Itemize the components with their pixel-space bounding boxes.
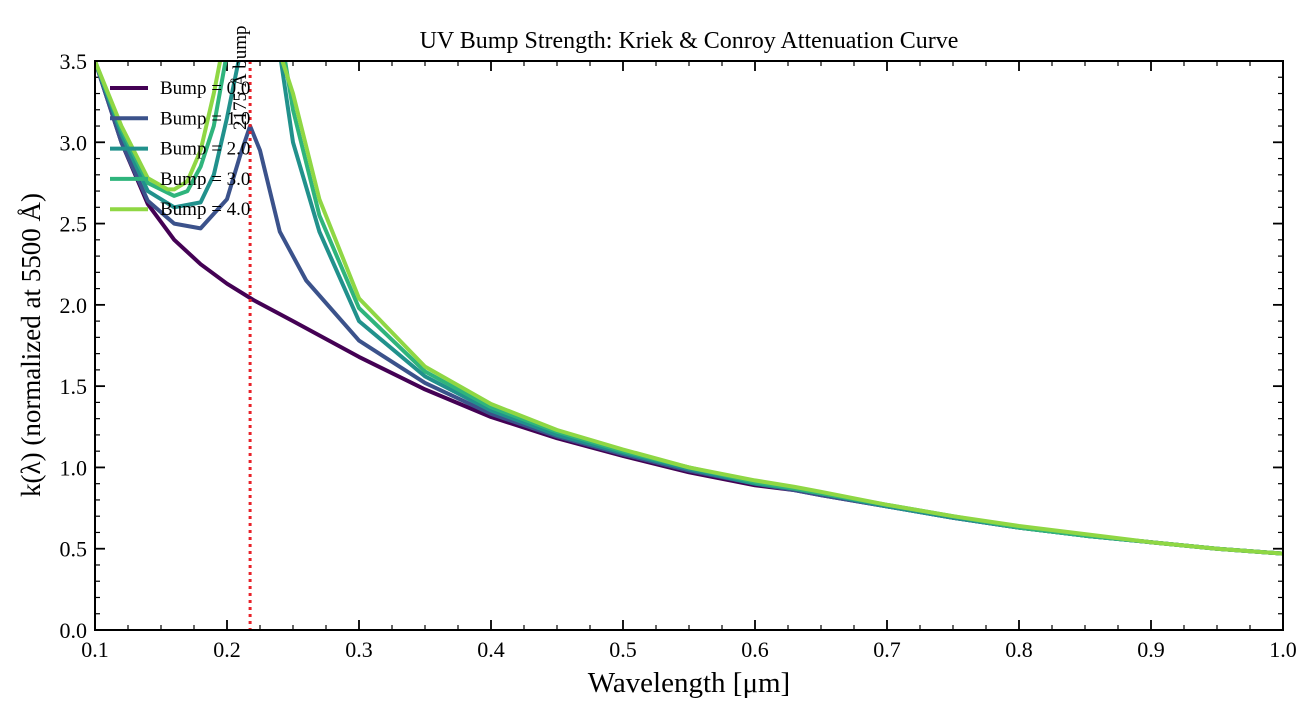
chart-title: UV Bump Strength: Kriek & Conroy Attenua… [420,28,959,54]
legend-label: Bump = 0.0 [160,78,250,99]
legend-label: Bump = 3.0 [160,169,250,190]
x-tick-label: 1.0 [1269,637,1297,662]
plot-frame [94,60,1284,631]
y-tick-label: 3.5 [60,49,88,74]
x-tick-label: 0.2 [213,637,241,662]
x-tick-label: 0.1 [81,637,109,662]
series-lines [95,61,1283,556]
y-tick-labels: 0.0 0.5 1.0 1.5 2.0 2.5 3.0 3.5 [60,49,88,643]
x-tick-label: 0.3 [345,637,373,662]
x-tick-label: 0.6 [741,637,769,662]
series-line [95,61,1283,556]
x-tick-label: 0.9 [1137,637,1165,662]
x-tick-label: 0.7 [873,637,901,662]
series-line [95,61,1283,556]
x-tick-label: 0.4 [477,637,505,662]
y-tick-label: 3.0 [60,130,88,155]
legend-label: Bump = 4.0 [160,199,250,220]
legend: Bump = 0.0 Bump = 1.0 Bump = 2.0 Bump = 3.0… [110,78,250,220]
bump-annotation: 2175 Å bump [230,26,251,131]
x-axis-label: Wavelength [μm] [588,667,790,699]
series-line [95,61,1283,556]
y-tick-label: 0.5 [60,537,88,562]
x-tick-label: 0.5 [609,637,637,662]
series-line [95,61,1283,556]
x-tick-labels: 0.1 0.2 0.3 0.4 0.5 0.6 0.7 0.8 0.9 1.0 [81,637,1297,662]
y-tick-label: 1.0 [60,455,88,480]
y-axis-label: k(λ) (normalized at 5500 Å) [16,193,46,497]
y-tick-label: 0.0 [60,618,88,643]
legend-label: Bump = 2.0 [160,139,250,160]
y-tick-label: 2.5 [60,212,88,237]
axis-ticks [94,60,1284,631]
y-tick-label: 1.5 [60,374,88,399]
y-tick-label: 2.0 [60,293,88,318]
series-line [95,61,1283,556]
legend-label: Bump = 1.0 [160,108,250,129]
x-tick-label: 0.8 [1005,637,1033,662]
